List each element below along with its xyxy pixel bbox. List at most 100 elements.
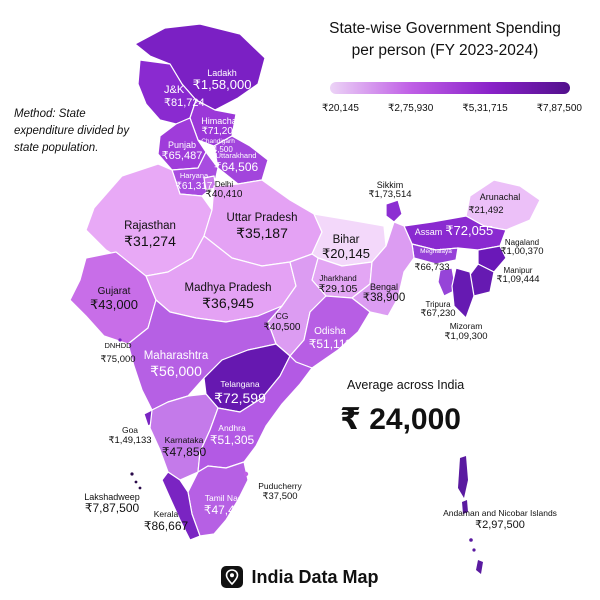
label-bihar: Bihar ₹20,145 [322,234,370,262]
region-puducherry[interactable] [243,471,249,477]
label-mizoram: Mizoram ₹1,09,300 [444,321,488,343]
label-kerala: Kerala ₹86,667 [143,509,189,534]
label-tamil-nadu: Tamil Nadu ₹47,415 [204,493,248,518]
label-bengal: Bengal ₹38,900 [363,282,406,306]
region-lakshadweep-3[interactable] [138,486,142,490]
state-value: ₹2,97,500 [475,518,525,531]
state-value: ₹1,09,444 [496,274,540,286]
label-arunachal: Arunachal ₹21,492 [468,192,520,217]
label-maharashtra: Maharashtra ₹56,000 [144,350,209,379]
state-name: Uttar Pradesh [226,212,298,224]
state-value: ₹1,49,133 [108,434,152,446]
state-name: Tamil Nadu [204,493,248,503]
region-nicobar-3[interactable] [476,560,483,574]
state-value: ₹71,204 [201,126,239,138]
state-name: Jharkhand [319,274,357,283]
state-name: DNHDD [104,341,132,350]
brand-footer: India Data Map [0,566,600,588]
label-goa: Goa ₹1,49,133 [108,425,152,447]
state-value: ₹51,111 [308,336,352,351]
state-name: Bihar [332,234,360,246]
state-name: Goa [121,425,139,435]
label-jk: J&K ₹81,724 [164,84,205,109]
label-chandigarh: Chandigarh ₹54,500 [201,138,235,155]
region-andaman-2[interactable] [462,500,468,514]
region-mizoram[interactable] [451,267,475,319]
state-value: ₹86,667 [143,518,189,533]
chart-title: State-wise Government Spending per perso… [300,18,590,62]
state-name: Chandigarh [201,138,235,145]
region-andhra[interactable] [197,355,313,473]
region-nagaland[interactable] [477,245,507,273]
method-note: Method: State expenditure divided by sta… [14,108,130,154]
state-value: ₹29,105 [318,283,358,296]
region-kerala[interactable] [161,471,201,541]
region-dnhdd[interactable] [118,338,122,342]
region-himachal[interactable] [189,99,237,147]
label-gujarat: Gujarat ₹43,000 [90,286,138,312]
state-value: ₹1,73,514 [368,189,412,201]
label-madhya-pradesh: Madhya Pradesh ₹36,945 [185,282,272,311]
state-name: Maharashtra [143,350,209,362]
legend-gradient-bar [330,82,570,94]
state-value: ₹36,945 [202,295,254,312]
label-odisha: Odisha ₹51,111 [309,326,352,351]
region-tripura[interactable] [437,267,457,297]
brand-name: India Data Map [251,566,379,587]
state-value: ₹81,724 [164,96,205,109]
label-uttar-pradesh: Uttar Pradesh ₹35,187 [227,212,298,241]
region-lakshadweep-1[interactable] [130,472,134,476]
state-value: ₹1,09,300 [444,330,488,342]
label-punjab: Punjab ₹65,487 [162,140,203,163]
label-himachal: Himachal ₹71,204 [201,116,239,138]
legend-tick: ₹2,75,930 [388,103,434,114]
label-jharkhand: Jharkhand ₹29,105 [319,274,358,295]
region-sikkim[interactable] [385,199,403,223]
label-cg: CG ₹40,500 [263,311,301,333]
region-uttarakhand[interactable] [213,135,269,185]
label-andaman: Andaman and Nicobar Islands ₹2,97,500 [443,508,557,531]
state-value: ₹72,055 [445,223,494,238]
state-name: Puducherry [258,481,302,491]
region-lakshadweep-2[interactable] [134,480,138,484]
average-value: ₹ 24,000 [340,403,461,436]
state-value: ₹67,230 [420,308,456,320]
state-name: Himachal [201,116,239,126]
region-andaman-1[interactable] [458,456,468,498]
label-tripura: Tripura ₹67,230 [420,300,455,320]
state-value: ₹66,733 [414,262,450,273]
label-meghalaya-value: ₹66,733 [414,262,450,274]
state-value: ₹1,00,370 [500,246,544,258]
state-name: Madhya Pradesh [184,282,272,294]
state-name: Ladakh [207,68,237,78]
label-karnataka: Karnataka ₹47,850 [161,435,207,460]
state-name: Manipur [503,266,533,275]
state-value: ₹51,305 [209,432,255,447]
state-value: ₹40,500 [263,321,301,333]
label-andhra: Andhra ₹51,305 [209,423,255,448]
label-ladakh: Ladakh ₹1,58,000 [193,68,252,93]
state-value: ₹75,000 [100,353,136,365]
label-assam: Assam ₹72,055 [415,223,494,239]
state-value: ₹61,317 [175,180,213,192]
label-haryana: Haryana ₹61,317 [175,171,213,192]
region-nicobar-1[interactable] [469,538,473,542]
state-value: ₹21,492 [468,205,504,217]
state-value: ₹43,000 [89,296,139,312]
state-value: ₹54,500 [203,145,233,155]
title-line-2: per person (FY 2023-2024) [351,42,539,59]
state-name: Nagaland [504,238,540,247]
state-name: Meghalaya [420,248,452,255]
state-name: Delhi [214,180,234,189]
state-value: ₹47,850 [161,444,207,459]
legend-tick: ₹7,87,500 [536,103,582,114]
state-name: Uttarakhand [215,151,257,160]
legend-labels: ₹20,145 ₹2,75,930 ₹5,31,715 ₹7,87,500 [322,103,582,114]
label-sikkim: Sikkim ₹1,73,514 [368,180,411,201]
state-value: ₹20,145 [321,246,371,262]
state-value: ₹65,487 [161,150,203,163]
state-name: Andhra [218,423,246,433]
state-value: ₹37,500 [262,490,298,502]
region-nicobar-2[interactable] [472,548,476,552]
